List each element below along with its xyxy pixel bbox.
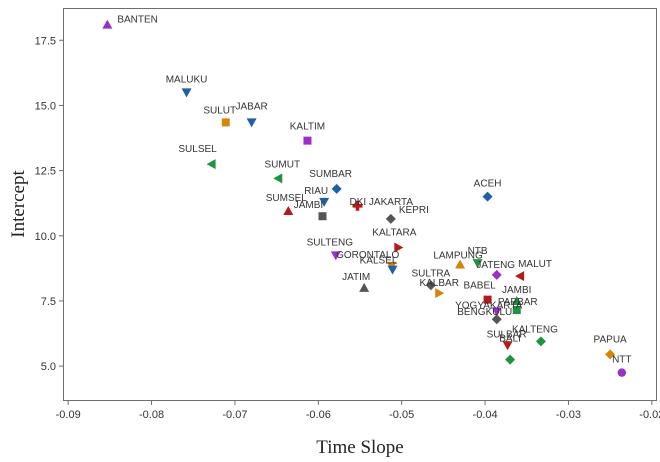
data-point: [435, 288, 445, 299]
data-point: [605, 349, 616, 360]
data-point: [505, 354, 516, 365]
x-tick-label: -0.06: [306, 409, 331, 421]
data-point: [246, 118, 257, 128]
data-point: [221, 118, 230, 127]
data-point: [102, 19, 113, 29]
point-label: NTT: [612, 355, 631, 366]
point-label: BENGKULU: [457, 307, 512, 318]
point-label: SUMBAR: [309, 169, 352, 180]
data-point: [352, 200, 363, 211]
data-point: [385, 213, 396, 224]
data-point: [330, 251, 341, 261]
point-label: SULTENG: [307, 237, 354, 248]
x-tick-label: -0.07: [222, 409, 247, 421]
point-label: KALTIM: [290, 122, 325, 133]
x-tick-label: -0.08: [139, 409, 164, 421]
data-point: [273, 173, 283, 184]
data-point: [181, 88, 192, 98]
x-tick-label: -0.04: [473, 409, 498, 421]
x-tick-label: -0.09: [56, 409, 81, 421]
point-label: KALSEL: [360, 256, 398, 267]
point-label: SULTRA: [412, 268, 451, 279]
point-label: KALTENG: [512, 324, 558, 335]
y-tick-label: 15.0: [35, 100, 56, 112]
y-tick-label: 17.5: [35, 35, 56, 47]
data-point: [331, 183, 342, 194]
x-axis-ticks: -0.09 -0.08 -0.07 -0.06 -0.05 -0.04 -0.03 -0.02: [56, 400, 660, 421]
point-label: MALUT: [518, 259, 552, 270]
y-tick-label: 10.0: [35, 231, 56, 243]
data-point: [511, 295, 522, 305]
data-point: [319, 197, 330, 207]
point-label: SUMSEL: [266, 193, 308, 204]
data-point: [502, 341, 513, 351]
point-label: JATIM: [342, 272, 370, 283]
point-label: LAMPUNG: [433, 250, 483, 261]
point-label: SULBAR: [487, 329, 527, 340]
data-point: [482, 191, 493, 202]
data-point: [318, 212, 327, 221]
point-label: KEPRI: [399, 205, 429, 216]
data-point: [455, 259, 466, 269]
data-point: [491, 314, 502, 325]
point-label: PAPUA: [594, 334, 627, 345]
point-label: BABEL: [463, 281, 496, 292]
point-label: SULSEL: [178, 144, 217, 155]
data-point: [283, 206, 294, 216]
point-label: BANTEN: [117, 15, 158, 26]
x-tick-label: -0.02: [639, 409, 660, 421]
data-point: [535, 336, 546, 347]
point-label: JAMBI: [294, 200, 323, 211]
point-label: NTB: [468, 246, 488, 257]
point-label: GORONTALO: [336, 250, 399, 261]
x-axis-title: Time Slope: [316, 437, 403, 458]
point-label: BALI: [499, 334, 521, 345]
y-tick-label: 7.5: [41, 296, 56, 308]
data-point: [491, 307, 502, 317]
point-label: SULUT: [203, 105, 236, 116]
data-points: [102, 19, 627, 377]
point-label: SUMUT: [265, 159, 301, 170]
data-point: [206, 159, 216, 170]
y-tick-label: 12.5: [35, 166, 56, 178]
data-point: [425, 280, 436, 291]
data-point: [472, 259, 483, 269]
data-point: [515, 271, 525, 282]
data-point: [359, 282, 370, 292]
plot-frame: [63, 8, 657, 401]
data-point: [483, 295, 492, 304]
point-label: RIAU: [304, 186, 328, 197]
data-point: [303, 136, 312, 145]
point-label: JATENG: [476, 260, 515, 271]
data-point: [617, 368, 627, 377]
data-point: [387, 265, 398, 275]
y-tick-label: 5.0: [41, 361, 56, 373]
x-tick-label: -0.05: [389, 409, 414, 421]
data-point: [491, 269, 502, 280]
data-point: [394, 242, 404, 253]
point-label: KALBAR: [419, 278, 458, 289]
point-label: DKI JAKARTA: [349, 197, 413, 208]
point-label: MALUKU: [166, 74, 208, 85]
point-label: YOGYAKARTA: [455, 300, 523, 311]
point-label: ACEH: [474, 179, 502, 190]
y-axis-title: Intercept: [8, 170, 29, 238]
point-label: JABAR: [235, 101, 267, 112]
point-label: KALTARA: [372, 228, 416, 239]
x-tick-label: -0.03: [556, 409, 581, 421]
point-label: JAMBI: [502, 285, 531, 296]
point-label: PAPBAR: [498, 297, 538, 308]
point-labels: BANTEN MALUKU SULUT JABAR KALTIM SULSEL SUMUT S…: [117, 15, 631, 366]
data-point: [512, 306, 521, 315]
y-axis-ticks: 5.0 7.5 10.0 12.5 15.0 17.5: [35, 35, 64, 373]
